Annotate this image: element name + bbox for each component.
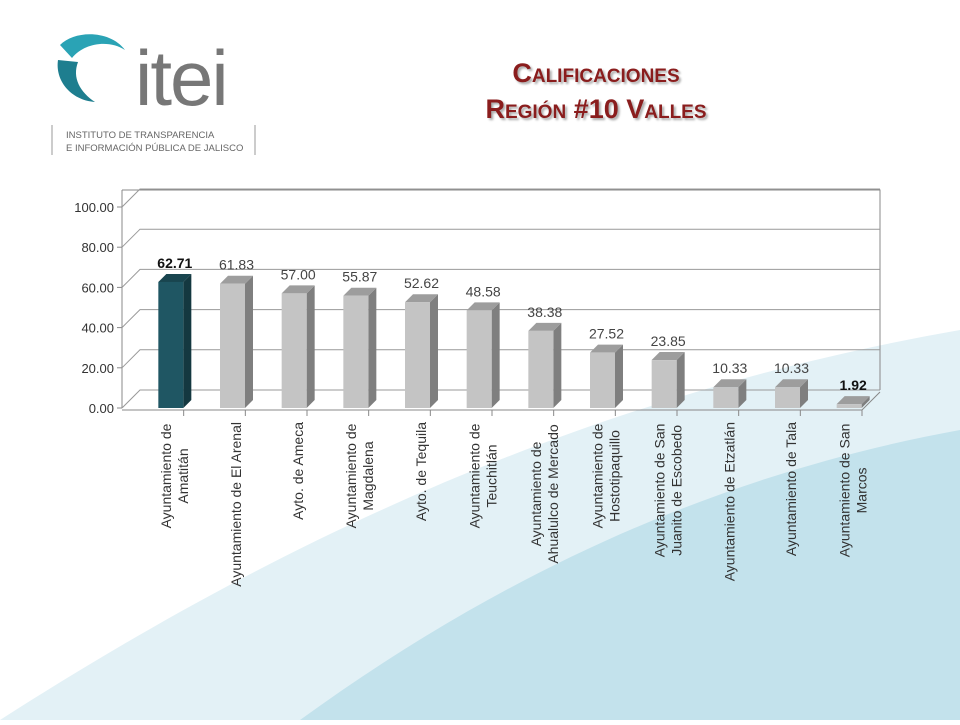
grid-line [121,349,880,369]
bar [220,283,245,408]
bar-side [368,287,377,408]
bar [343,295,369,408]
value-label: 62.71 [157,255,192,271]
x-tick-label: Ayuntamiento de [343,423,359,528]
bar [775,387,800,408]
x-tick-label: Ayuntamiento de San [836,424,852,558]
x-tick-label: Juanito de Escobedo [668,425,684,556]
bar-top [158,273,192,282]
back-wall [140,189,881,390]
bar [466,310,492,408]
grid-line [121,188,880,208]
x-tick-label: Ahualulco de Mercado [545,424,561,564]
plot: 0.00 20.00 40.00 60.00 80.00 100.00 Ayuntamien… [74,188,881,587]
value-label: 57.00 [281,266,316,282]
x-tick-label: Ayuntamiento de [590,423,606,528]
bar-side [553,322,562,408]
logo-mark: itei [135,34,227,122]
logo-swirl [60,34,125,58]
bar-top [405,294,438,303]
value-label: 61.83 [219,257,254,273]
x-tick-label: Ayuntamiento de Etzatlán [722,422,738,581]
grid-line [121,309,880,328]
x-tick-label: Teuchitlán [483,444,499,507]
bar-top [466,302,500,311]
bar-side [615,344,623,408]
value-label: 23.85 [651,333,686,349]
x-tick-label: Ayuntamiento de El Arenal [228,422,244,587]
bar-side [245,275,253,408]
bar-side [861,396,870,408]
x-tick-label: Ayuntamiento de [528,441,544,546]
x-tick-label: Ayto. de Ameca [290,422,306,520]
bar-top [775,379,808,388]
value-label: 27.52 [589,326,624,342]
bar [713,387,739,408]
chart-title: Región #10 Valles [485,94,706,124]
wave-front [300,430,960,720]
bar-top [590,344,623,353]
bar-side [800,379,808,408]
value-label: 10.33 [774,360,809,376]
bar [281,293,307,408]
value-label: 55.87 [342,269,377,285]
bar [158,281,184,408]
x-tick-label: Ayuntamiento de Tala [783,422,799,556]
logo: itei INSTITUTO DE TRANSPARENCIA E INFORM… [51,34,256,155]
bar-side [491,302,500,408]
x-tick-label: Ayto. de Tequila [413,422,429,521]
value-label: 48.58 [466,283,501,299]
grid-line [121,389,880,409]
bar [590,352,615,408]
chart-title: Calificaciones [512,58,679,88]
x-tick-label: Hostotipaquillo [607,430,623,522]
bar-top [651,352,685,361]
logo-text: INSTITUTO DE TRANSPARENCIA [66,130,215,141]
bar-side [738,379,747,408]
y-tick-label: 60.00 [81,280,114,295]
x-tick-label: Ayuntamiento de San [651,424,667,558]
bar-side [676,352,685,408]
logo-swirl [57,60,95,102]
logo-text: E INFORMACIÓN PÚBLICA DE JALISCO [66,143,243,154]
value-label: 10.33 [712,360,747,376]
y-tick-label: 20.00 [81,361,114,376]
x-tick-label: Magdalena [360,441,376,510]
y-tick-label: 0.00 [89,401,114,416]
y-tick-label: 100.00 [74,200,114,215]
bar-top [836,396,870,405]
bar-top [343,287,377,296]
value-label: 38.38 [527,304,562,320]
x-tick-label: Amatitán [175,448,191,503]
x-tick-label: Ayuntamiento de [466,423,482,528]
bar [528,330,554,408]
bar-top [528,322,562,331]
bar [405,302,430,408]
bar-top [713,379,747,388]
plot-frame [121,189,140,408]
grid-line [121,228,880,248]
value-label: 1.92 [840,377,867,393]
bar [651,360,677,408]
y-tick-label: 80.00 [81,240,114,255]
bar [836,404,862,408]
y-tick-label: 40.00 [81,321,114,336]
bar-side [183,273,192,408]
x-tick-label: Ayuntamiento de [158,423,174,528]
value-label: 52.62 [404,275,439,291]
bar-side [430,294,438,408]
bar-top [281,285,315,294]
bar-side [306,285,315,408]
x-tick-label: Marcos [853,467,869,513]
bar-top [220,275,253,284]
grid-line [121,268,880,288]
